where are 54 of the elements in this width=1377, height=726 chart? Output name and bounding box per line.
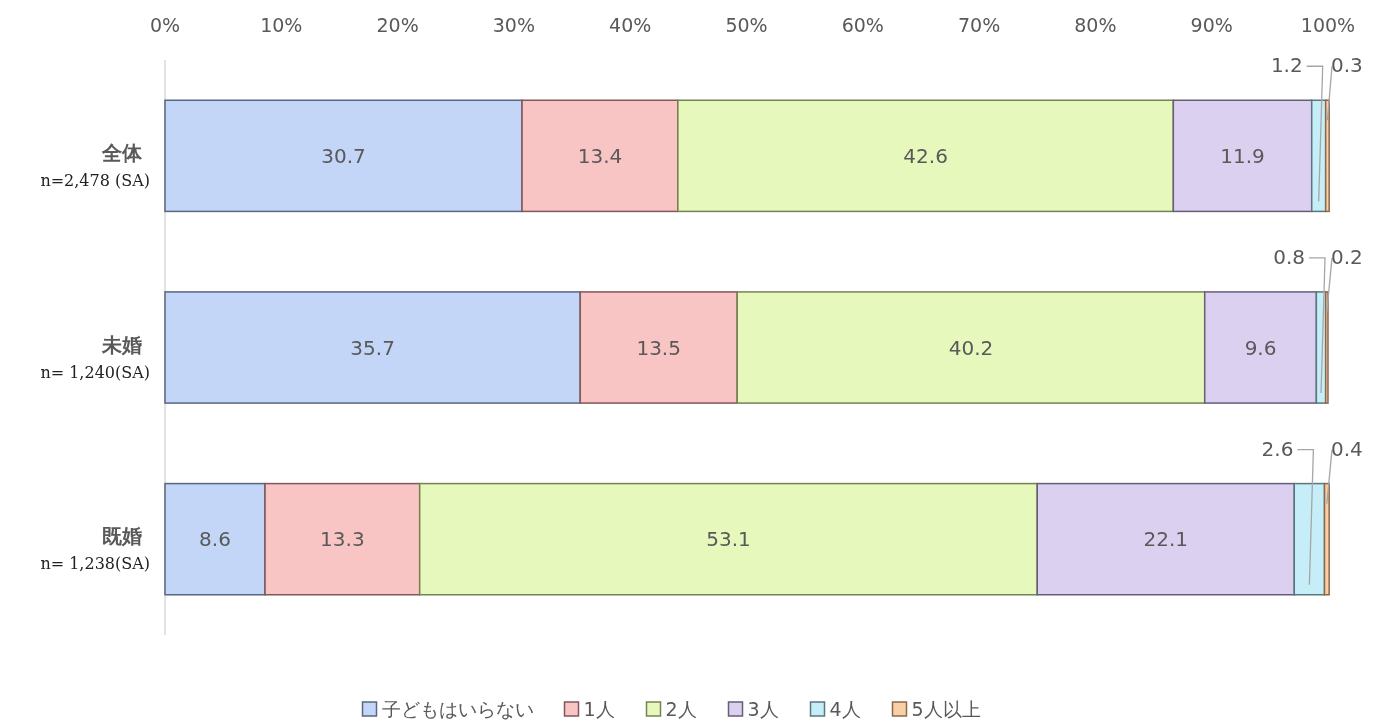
bar [164,482,266,596]
bar [579,291,738,404]
data-label: 1.2 [1270,53,1303,78]
data-label: 11.9 [1220,143,1265,168]
legend-label: 4人 [829,698,861,720]
legend-label: 5人以上 [911,698,981,720]
x-tick-label: 20% [376,14,419,36]
data-label: 9.6 [1244,335,1277,360]
bar [1203,291,1318,404]
data-label: 53.1 [706,527,751,552]
x-tick-label: 80% [1074,14,1117,36]
x-tick-label: 10% [260,14,303,36]
bar [264,482,421,596]
bar [1323,482,1330,596]
data-label: 22.1 [1143,527,1189,552]
bar [164,99,523,213]
data-label: 42.6 [903,143,948,168]
data-label: 13.5 [636,335,681,360]
data-label: 13.4 [577,143,623,168]
bar [677,99,1175,213]
bar [736,291,1206,404]
data-label: 35.7 [350,335,395,360]
y-tick-label: 未婚 n= 1,240(SA) [40,332,150,382]
bar [1036,482,1296,596]
data-label: 30.7 [321,143,366,168]
bar [164,291,581,404]
x-tick-label: 60% [841,14,884,36]
x-tick-label: 90% [1190,14,1233,36]
data-label: 13.3 [320,527,365,552]
data-label: 0.8 [1273,244,1306,269]
data-label: 0.4 [1331,436,1363,461]
bar [418,482,1038,596]
x-tick-label: 0% [149,14,181,36]
x-tick-label: 100% [1300,14,1356,36]
x-tick-label: 40% [609,14,652,36]
legend-label: 子どもはいらない [381,698,534,720]
bar [1324,99,1330,213]
x-tick-label: 50% [725,14,768,36]
y-tick-label: 全体 n=2,478 (SA) [40,140,150,190]
legend-label: 1人 [583,698,615,720]
data-label: 8.6 [199,527,231,552]
data-label: 0.2 [1331,244,1363,269]
y-tick-label: 既婚 n= 1,238(SA) [40,524,150,574]
data-label: 40.2 [948,335,994,360]
bar [521,99,679,213]
x-tick-label: 70% [957,14,1001,36]
data-label: 2.6 [1261,436,1294,461]
x-tick-label: 30% [492,14,536,36]
bar [1293,482,1326,596]
data-label: 0.3 [1331,53,1363,78]
bar [1324,291,1329,404]
legend-label: 3人 [747,698,779,720]
bar [1172,99,1313,213]
legend-label: 2人 [665,698,697,720]
